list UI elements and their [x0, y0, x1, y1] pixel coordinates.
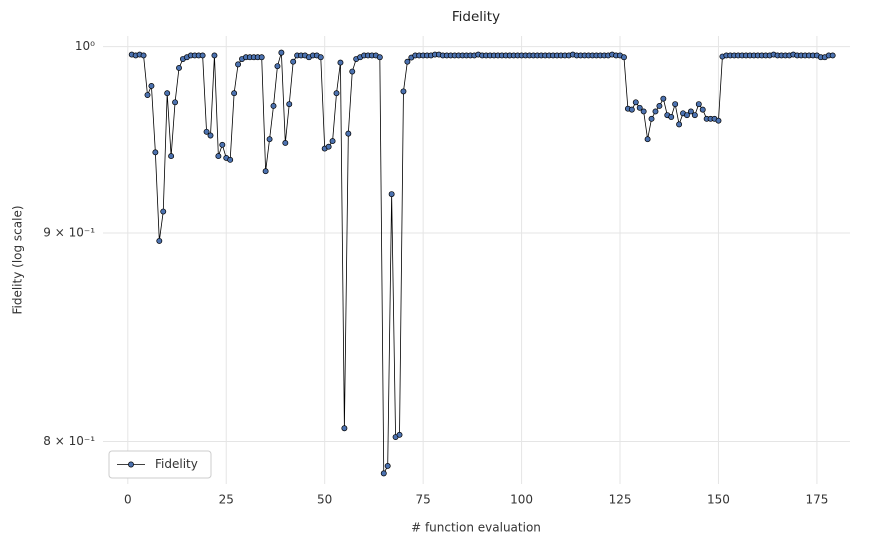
point — [199, 52, 206, 59]
point — [266, 136, 273, 143]
point — [384, 463, 391, 469]
point — [227, 156, 234, 163]
point — [270, 103, 277, 109]
grid: 0 25 50 75 100 125 150 175 8 × 10⁻¹ 9 × 10⁻¹ 10⁰ — [43, 36, 850, 507]
x-tick-label: 175 — [805, 493, 828, 507]
point — [333, 90, 340, 97]
point — [152, 149, 159, 156]
x-tick-label: 125 — [609, 493, 632, 507]
legend-marker — [128, 461, 134, 468]
point — [656, 103, 663, 109]
point — [274, 63, 281, 70]
point — [632, 99, 639, 106]
plot — [128, 49, 836, 477]
point — [168, 153, 175, 160]
point — [376, 54, 383, 61]
chart-title: Fidelity — [452, 9, 500, 25]
point — [176, 64, 182, 71]
x-tick-label: 25 — [219, 493, 234, 507]
x-tick-label: 50 — [317, 493, 332, 507]
x-tick-label: 150 — [707, 493, 730, 507]
point — [317, 54, 324, 61]
point — [203, 128, 210, 135]
point — [396, 431, 403, 438]
legend-box — [108, 450, 212, 479]
x-tick-label: 0 — [124, 493, 132, 507]
y-axis-label: Fidelity (log scale) — [11, 205, 25, 314]
y-tick-label: 8 × 10⁻¹ — [43, 434, 95, 448]
point — [660, 95, 667, 102]
point — [140, 52, 147, 59]
point — [404, 58, 411, 65]
point — [349, 68, 356, 75]
point — [215, 153, 222, 160]
point — [164, 90, 171, 97]
point — [329, 138, 336, 145]
point — [636, 104, 643, 111]
point — [207, 132, 214, 139]
point — [282, 140, 289, 146]
x-tick-label: 100 — [510, 493, 533, 507]
point — [644, 136, 651, 143]
point — [695, 101, 702, 108]
point — [144, 92, 151, 98]
point — [262, 168, 269, 175]
point — [388, 191, 395, 198]
point — [286, 101, 293, 108]
point — [699, 106, 706, 113]
point — [258, 54, 265, 61]
point — [278, 49, 285, 56]
point — [829, 52, 836, 59]
point — [687, 108, 694, 115]
y-tick-label: 9 × 10⁻¹ — [43, 226, 95, 240]
point — [231, 90, 238, 97]
point — [652, 108, 659, 115]
point — [672, 101, 679, 108]
point — [172, 99, 179, 106]
point — [640, 108, 647, 115]
point — [684, 112, 690, 119]
legend-label: Fidelity — [155, 457, 198, 471]
point — [668, 114, 675, 120]
point — [211, 52, 218, 59]
point — [628, 106, 635, 113]
point — [691, 112, 698, 119]
x-axis-label: # function evaluation — [411, 521, 541, 535]
plot-area — [103, 36, 850, 484]
point — [715, 117, 722, 124]
point — [337, 59, 344, 66]
point — [621, 54, 627, 61]
y-tick-label: 10⁰ — [75, 39, 95, 53]
point — [648, 115, 655, 122]
point — [290, 58, 297, 65]
point — [400, 88, 407, 95]
point — [345, 130, 352, 137]
point — [676, 121, 683, 128]
point — [380, 470, 387, 477]
x-tick-label: 75 — [416, 493, 431, 507]
point — [219, 141, 226, 148]
point — [148, 83, 155, 89]
point — [341, 425, 348, 432]
point — [325, 143, 332, 150]
point — [235, 61, 242, 68]
point — [156, 237, 163, 244]
legend: Fidelity — [108, 450, 212, 479]
point — [160, 208, 167, 215]
